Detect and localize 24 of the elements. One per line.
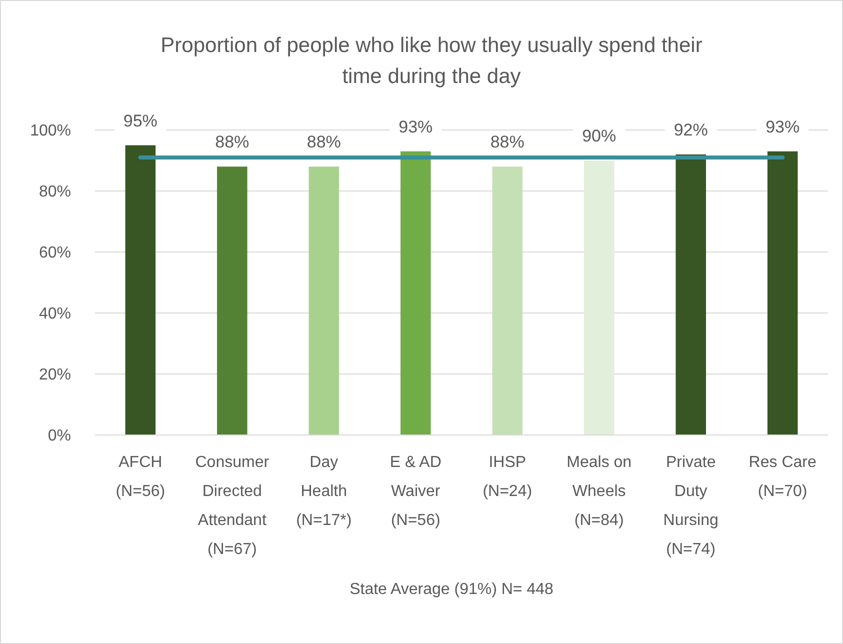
chart-title: Proportion of people who like how they usually spend their time during the day	[160, 34, 702, 88]
x-tick-label: AFCH (N=56)	[116, 454, 166, 500]
y-tick-label: 100%	[30, 122, 71, 140]
data-label: 88%	[490, 132, 524, 152]
data-label: 92%	[674, 120, 708, 140]
x-tick-label: Day Health (N=17*)	[296, 454, 352, 529]
x-tick-label: Res Care (N=70)	[748, 454, 816, 500]
data-label: 93%	[766, 117, 800, 136]
data-label: 95%	[123, 111, 158, 130]
x-tick-label: E & AD Waiver (N=56)	[390, 454, 442, 529]
data-label: 90%	[582, 126, 616, 146]
y-tick-label: 0%	[48, 428, 71, 445]
y-tick-label: 80%	[38, 184, 71, 201]
y-tick-label: 60%	[38, 244, 71, 262]
x-tick-label: Private Duty Nursing (N=74)	[663, 454, 718, 558]
x-axis-title: State Average (91%) N= 448	[350, 581, 554, 598]
y-tick-label: 20%	[38, 366, 71, 384]
x-tick-label: Meals on Wheels (N=84)	[566, 454, 632, 529]
data-label: 88%	[215, 132, 250, 152]
x-tick-label: Consumer Directed Attendant (N=67)	[195, 454, 270, 558]
data-label: 93%	[398, 117, 433, 136]
y-tick-label: 40%	[38, 306, 71, 323]
data-label: 88%	[306, 132, 341, 152]
x-tick-label: IHSP (N=24)	[482, 454, 532, 500]
